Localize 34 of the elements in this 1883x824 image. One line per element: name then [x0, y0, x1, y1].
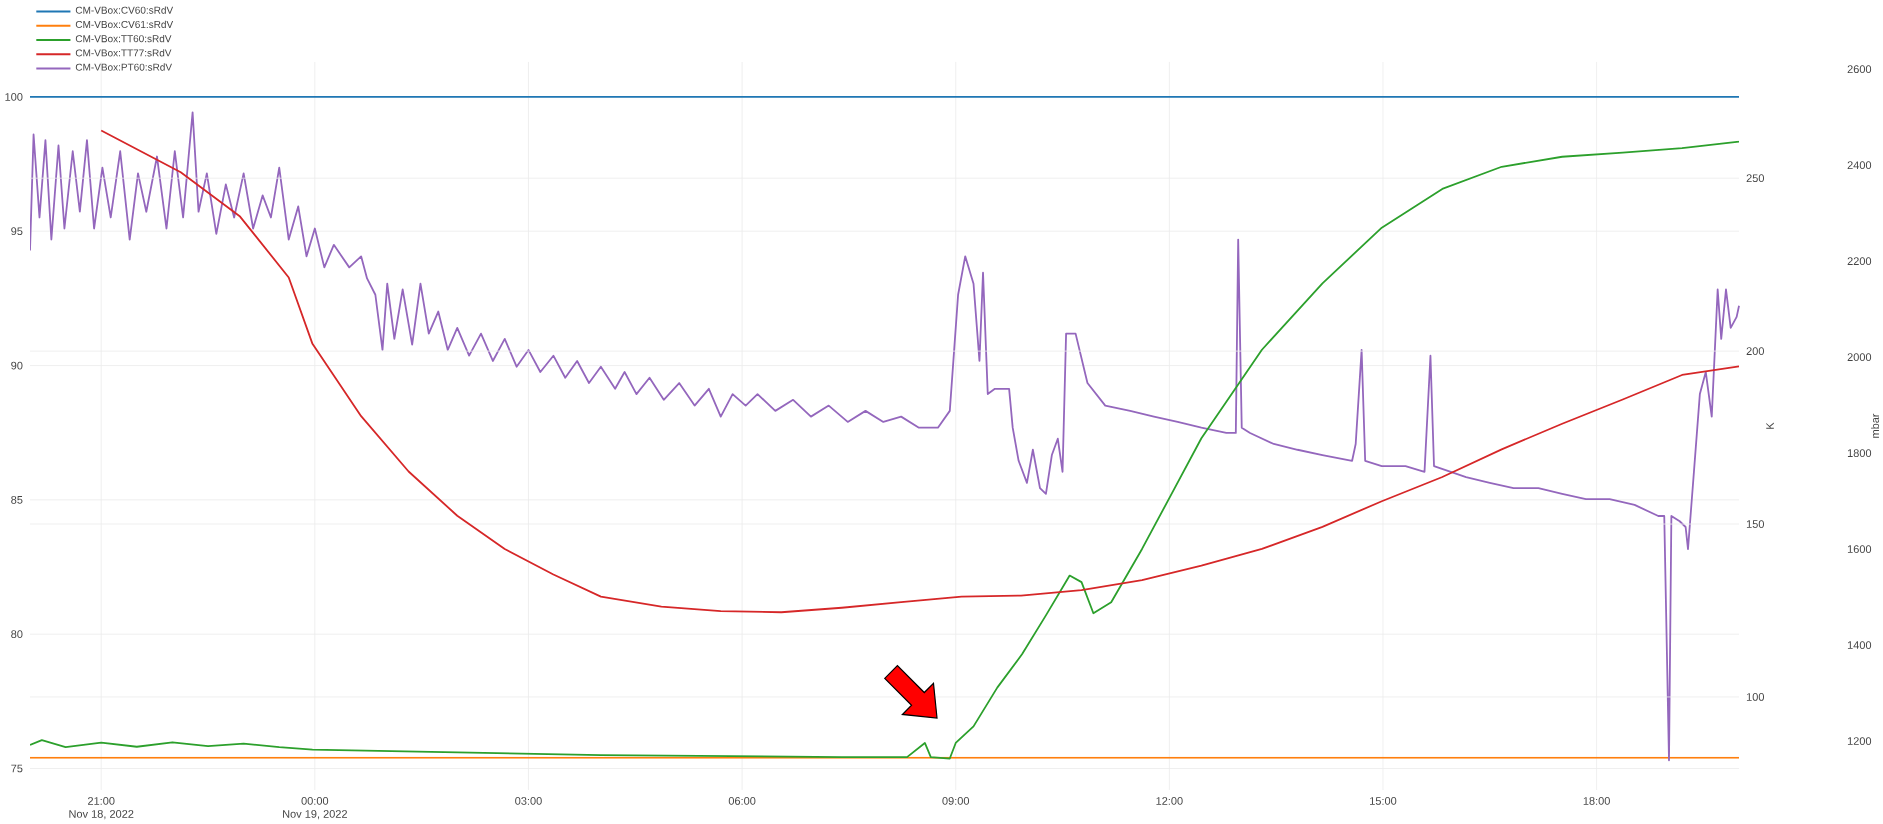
x-tick-label: 18:00: [1583, 797, 1610, 805]
y2-tick-label: 2400: [1847, 161, 1872, 170]
x-tick-label: 12:00: [1156, 797, 1183, 805]
y-tick-label: 95: [11, 227, 23, 236]
y2-tick-label: 1400: [1847, 641, 1872, 649]
y-tick-label: 85: [11, 495, 23, 504]
y-tick-label: 80: [11, 630, 23, 639]
x-tick-label: 21:00 Nov 18, 2022: [69, 797, 134, 820]
legend-label: CM-VBox:TT77:sRdV: [75, 49, 172, 57]
line-series: [100, 129, 1740, 614]
y2-tick-label: 1800: [1847, 449, 1872, 457]
y-tick-label: 100: [5, 93, 23, 101]
x-tick-label: 03:00: [515, 797, 542, 805]
x-tick-label: 06:00: [728, 797, 756, 805]
y3-tick-label: 250: [1746, 174, 1764, 183]
y-tick-label: 75: [11, 764, 23, 773]
legend-label: CM-VBox:CV60:sRdV: [75, 6, 174, 14]
y3-tick-label: 150: [1746, 520, 1764, 528]
x-tick-label: 00:00 Nov 19, 2022: [283, 797, 347, 820]
y2-tick-label: 2600: [1847, 65, 1872, 74]
x-tick-label: 09:00: [942, 797, 970, 805]
y-tick-label: 90: [11, 361, 23, 370]
y2-tick-label: 2200: [1847, 257, 1872, 266]
y3-tick-label: 100: [1746, 693, 1764, 701]
y3-axis-title: K: [1766, 422, 1774, 429]
legend-label: CM-VBox:CV61:sRdV: [75, 20, 174, 28]
y3-tick-label: 200: [1746, 347, 1764, 355]
y2-tick-label: 2000: [1847, 353, 1872, 362]
y2-tick-label: 1600: [1847, 545, 1872, 553]
y2-tick-label: 1200: [1847, 737, 1872, 745]
legend-label: CM-VBox:TT60:sRdV: [75, 34, 172, 43]
y2-axis-title: mbar: [1870, 413, 1880, 438]
x-tick-label: 15:00: [1370, 797, 1397, 805]
legend-label: CM-VBox:PT60:sRdV: [75, 63, 172, 71]
